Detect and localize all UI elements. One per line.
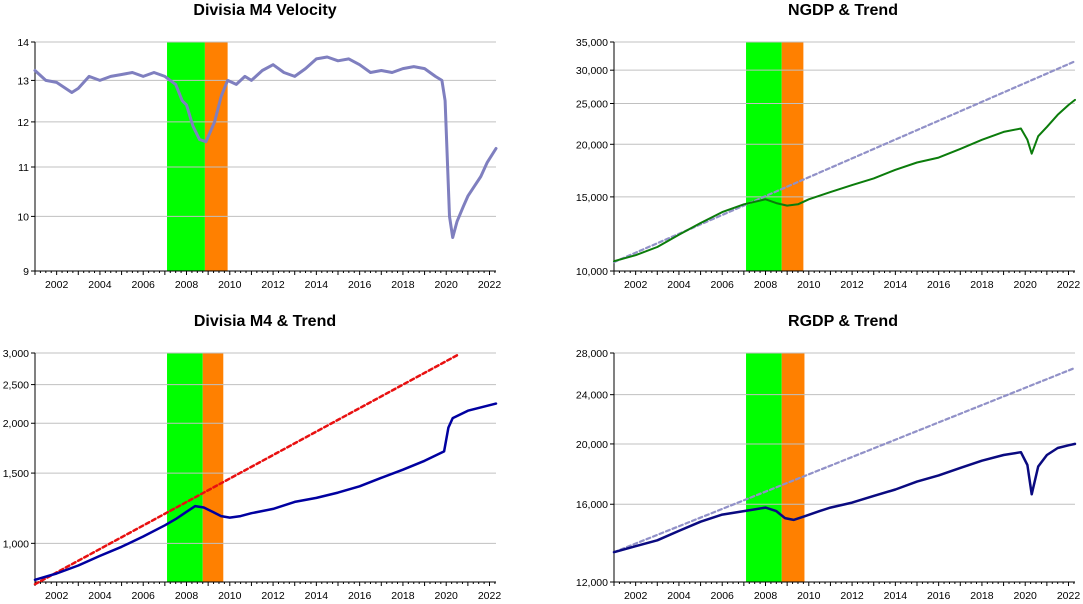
x-tick-label: 2022 [478,279,502,291]
x-tick-label: 2004 [667,279,691,291]
chart-title: Divisia M4 & Trend [194,313,336,330]
x-tick-label: 2012 [840,590,864,602]
x-tick-label: 2004 [88,279,112,291]
shaded-region-2 [781,353,805,582]
chart-panel-1: Divisia M4 Velocity 9 10 11 12 13 14 2002 2004 20… [17,2,501,291]
y-tick-label: 9 [23,266,29,278]
shaded-region-1 [746,42,782,271]
y-tick-label: 1,500 [3,468,29,480]
x-tick-label: 2014 [884,590,908,602]
x-tick-label: 2002 [45,279,69,291]
x-tick-label: 2008 [754,590,778,602]
chart-title: RGDP & Trend [788,313,898,330]
x-tick-label: 2016 [927,279,951,291]
x-tick-label: 2006 [711,279,735,291]
y-tick-label: 25,000 [576,99,608,111]
series-line-1 [33,354,459,586]
x-tick-label: 2018 [970,590,994,602]
y-tick-label: 10,000 [576,266,608,278]
chart-title: Divisia M4 Velocity [193,2,336,19]
y-tick-label: 11 [18,162,29,174]
y-tick-label: 35,000 [576,37,608,49]
y-tick-label: 12 [17,117,29,129]
x-tick-label: 2006 [132,590,156,602]
x-tick-label: 2020 [435,590,459,602]
x-tick-label: 2010 [797,279,821,291]
y-tick-label: 10 [17,211,29,223]
y-tick-label: 1,000 [3,538,29,550]
x-tick-label: 2020 [1014,590,1038,602]
y-tick-label: 30,000 [576,65,608,77]
x-tick-label: 2016 [927,590,951,602]
x-tick-label: 2008 [175,590,199,602]
x-tick-label: 2018 [391,590,415,602]
x-tick-label: 2002 [45,590,69,602]
x-tick-label: 2016 [348,590,372,602]
shaded-region-1 [167,353,203,582]
series-line-1 [33,55,498,239]
y-tick-label: 14 [17,37,29,49]
y-tick-label: 16,000 [576,499,608,511]
x-tick-label: 2018 [970,279,994,291]
x-tick-label: 2008 [175,279,199,291]
x-tick-label: 2010 [218,590,242,602]
y-tick-label: 2,500 [3,380,29,392]
shaded-region-1 [167,42,205,271]
x-tick-label: 2022 [478,590,502,602]
series-line-2 [33,402,498,582]
x-tick-label: 2014 [305,590,329,602]
x-tick-label: 2004 [88,590,112,602]
x-tick-label: 2002 [624,279,648,291]
chart-panel-3: Divisia M4 & Trend 1,000 1,500 2,000 2,500 3,… [3,313,502,602]
shaded-region-1 [746,353,782,582]
x-tick-label: 2012 [261,279,285,291]
shaded-region-2 [781,42,804,271]
x-tick-label: 2020 [435,279,459,291]
x-tick-label: 2020 [1014,279,1038,291]
y-tick-label: 15,000 [576,192,608,204]
x-tick-label: 2012 [261,590,285,602]
series-line-1 [612,366,1077,554]
y-tick-label: 20,000 [576,139,608,151]
x-tick-label: 2022 [1057,279,1081,291]
series-line-2 [612,442,1077,554]
shaded-region-2 [202,353,224,582]
chart-title: NGDP & Trend [788,2,898,19]
y-tick-label: 24,000 [576,390,608,402]
x-tick-label: 2006 [132,279,156,291]
y-tick-label: 20,000 [576,439,608,451]
y-tick-label: 13 [17,75,29,87]
x-tick-label: 2010 [797,590,821,602]
y-tick-label: 3,000 [3,348,29,360]
x-tick-label: 2012 [840,279,864,291]
y-tick-label: 12,000 [576,577,608,589]
x-tick-label: 2010 [218,279,242,291]
series-line-2 [613,98,1076,263]
x-tick-label: 2022 [1057,590,1081,602]
x-tick-label: 2014 [884,279,908,291]
y-tick-label: 2,000 [3,418,29,430]
x-tick-label: 2006 [711,590,735,602]
x-tick-label: 2016 [348,279,372,291]
x-tick-label: 2002 [624,590,648,602]
shaded-region-2 [204,42,228,271]
x-tick-label: 2014 [305,279,329,291]
chart-panel-4: RGDP & Trend 12,000 16,000 20,000 24,000 28,0… [576,313,1080,602]
x-tick-label: 2004 [667,590,691,602]
x-tick-label: 2018 [391,279,415,291]
y-tick-label: 28,000 [576,348,608,360]
x-tick-label: 2008 [754,279,778,291]
chart-panel-2: NGDP & Trend 10,000 15,000 20,000 25,000 30,0… [576,2,1080,291]
